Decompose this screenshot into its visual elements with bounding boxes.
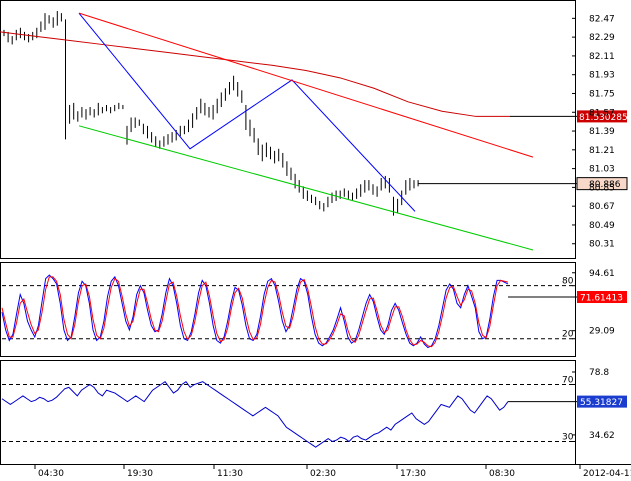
rsi-panel-frame <box>0 360 576 465</box>
stochastic-tick-label: 94.61 <box>589 269 615 279</box>
stochastic-panel-frame <box>0 262 576 357</box>
zigzag-line <box>78 12 416 212</box>
price-tick-label: 80.31 <box>589 240 615 250</box>
moving-average-tag-label: 81.530285 <box>579 113 628 123</box>
price-panel: 81.530285 80.886 <box>0 11 628 251</box>
price-tick-label: 82.11 <box>589 52 615 62</box>
rsi-tick-label: 30 <box>562 432 574 442</box>
price-tick-label: 81.93 <box>589 71 615 81</box>
stochastic-panel: 71.61413 <box>1 274 627 349</box>
time-tick-label: 17:30 <box>400 469 426 479</box>
stochastic-series-line <box>1 274 509 349</box>
price-tick-label: 81.75 <box>589 89 615 99</box>
time-tick-label: 02:30 <box>310 469 336 479</box>
rsi-tick-label: 34.62 <box>589 431 615 441</box>
time-tick-label: 19:30 <box>127 469 153 479</box>
price-panel-frame <box>0 0 576 259</box>
price-tick-label: 81.21 <box>589 146 615 156</box>
last-price-tag-box <box>576 177 628 191</box>
price-tick-label: 81.57 <box>589 108 615 118</box>
price-tick-label: 82.29 <box>589 33 615 43</box>
price-tick-label: 81.39 <box>589 127 615 137</box>
stochastic-series-line <box>1 276 509 348</box>
moving-average-line <box>0 31 510 117</box>
price-tick-label: 80.49 <box>589 221 615 231</box>
time-tick-label: 11:30 <box>217 469 243 479</box>
rsi-series-line <box>1 380 509 448</box>
time-tick-label: 08:30 <box>489 469 515 479</box>
stochastic-tag-label: 71.61413 <box>580 294 623 304</box>
rsi-tag-box <box>577 395 627 408</box>
price-tick-label: 82.47 <box>589 14 615 24</box>
stochastic-tick-label: 20 <box>562 330 574 340</box>
price-tick-label: 80.67 <box>589 202 615 212</box>
rsi-axis: 78.8 70 34.62 30 <box>562 368 615 443</box>
stochastic-tag-box <box>577 291 627 303</box>
rsi-tick-label: 78.8 <box>589 368 609 378</box>
time-tick-label: 2012-04-11 <box>583 469 631 479</box>
rsi-panel: 55.31827 <box>1 380 627 448</box>
time-axis: 04:30 19:30 11:30 02:30 17:30 08:30 2012-04-11 <box>34 464 631 479</box>
last-price-tag-label: 80.886 <box>589 180 621 190</box>
rsi-tick-label: 70 <box>562 376 574 386</box>
stochastic-axis: 94.61 80 29.09 20 <box>562 269 615 340</box>
moving-average-tag-box <box>577 110 627 123</box>
stochastic-tick-label: 80 <box>562 277 574 287</box>
price-axis: 82.47 82.29 82.11 81.93 81.75 81.57 81.39 81.21… <box>572 14 615 250</box>
time-tick-label: 04:30 <box>38 469 64 479</box>
rsi-tag-label: 55.31827 <box>580 398 623 408</box>
stochastic-tick-label: 29.09 <box>589 327 615 337</box>
channel-top-line <box>78 12 534 158</box>
price-tick-label: 80.85 <box>589 183 615 193</box>
channel-bottom-line <box>78 125 534 251</box>
price-tick-label: 81.03 <box>589 165 615 175</box>
